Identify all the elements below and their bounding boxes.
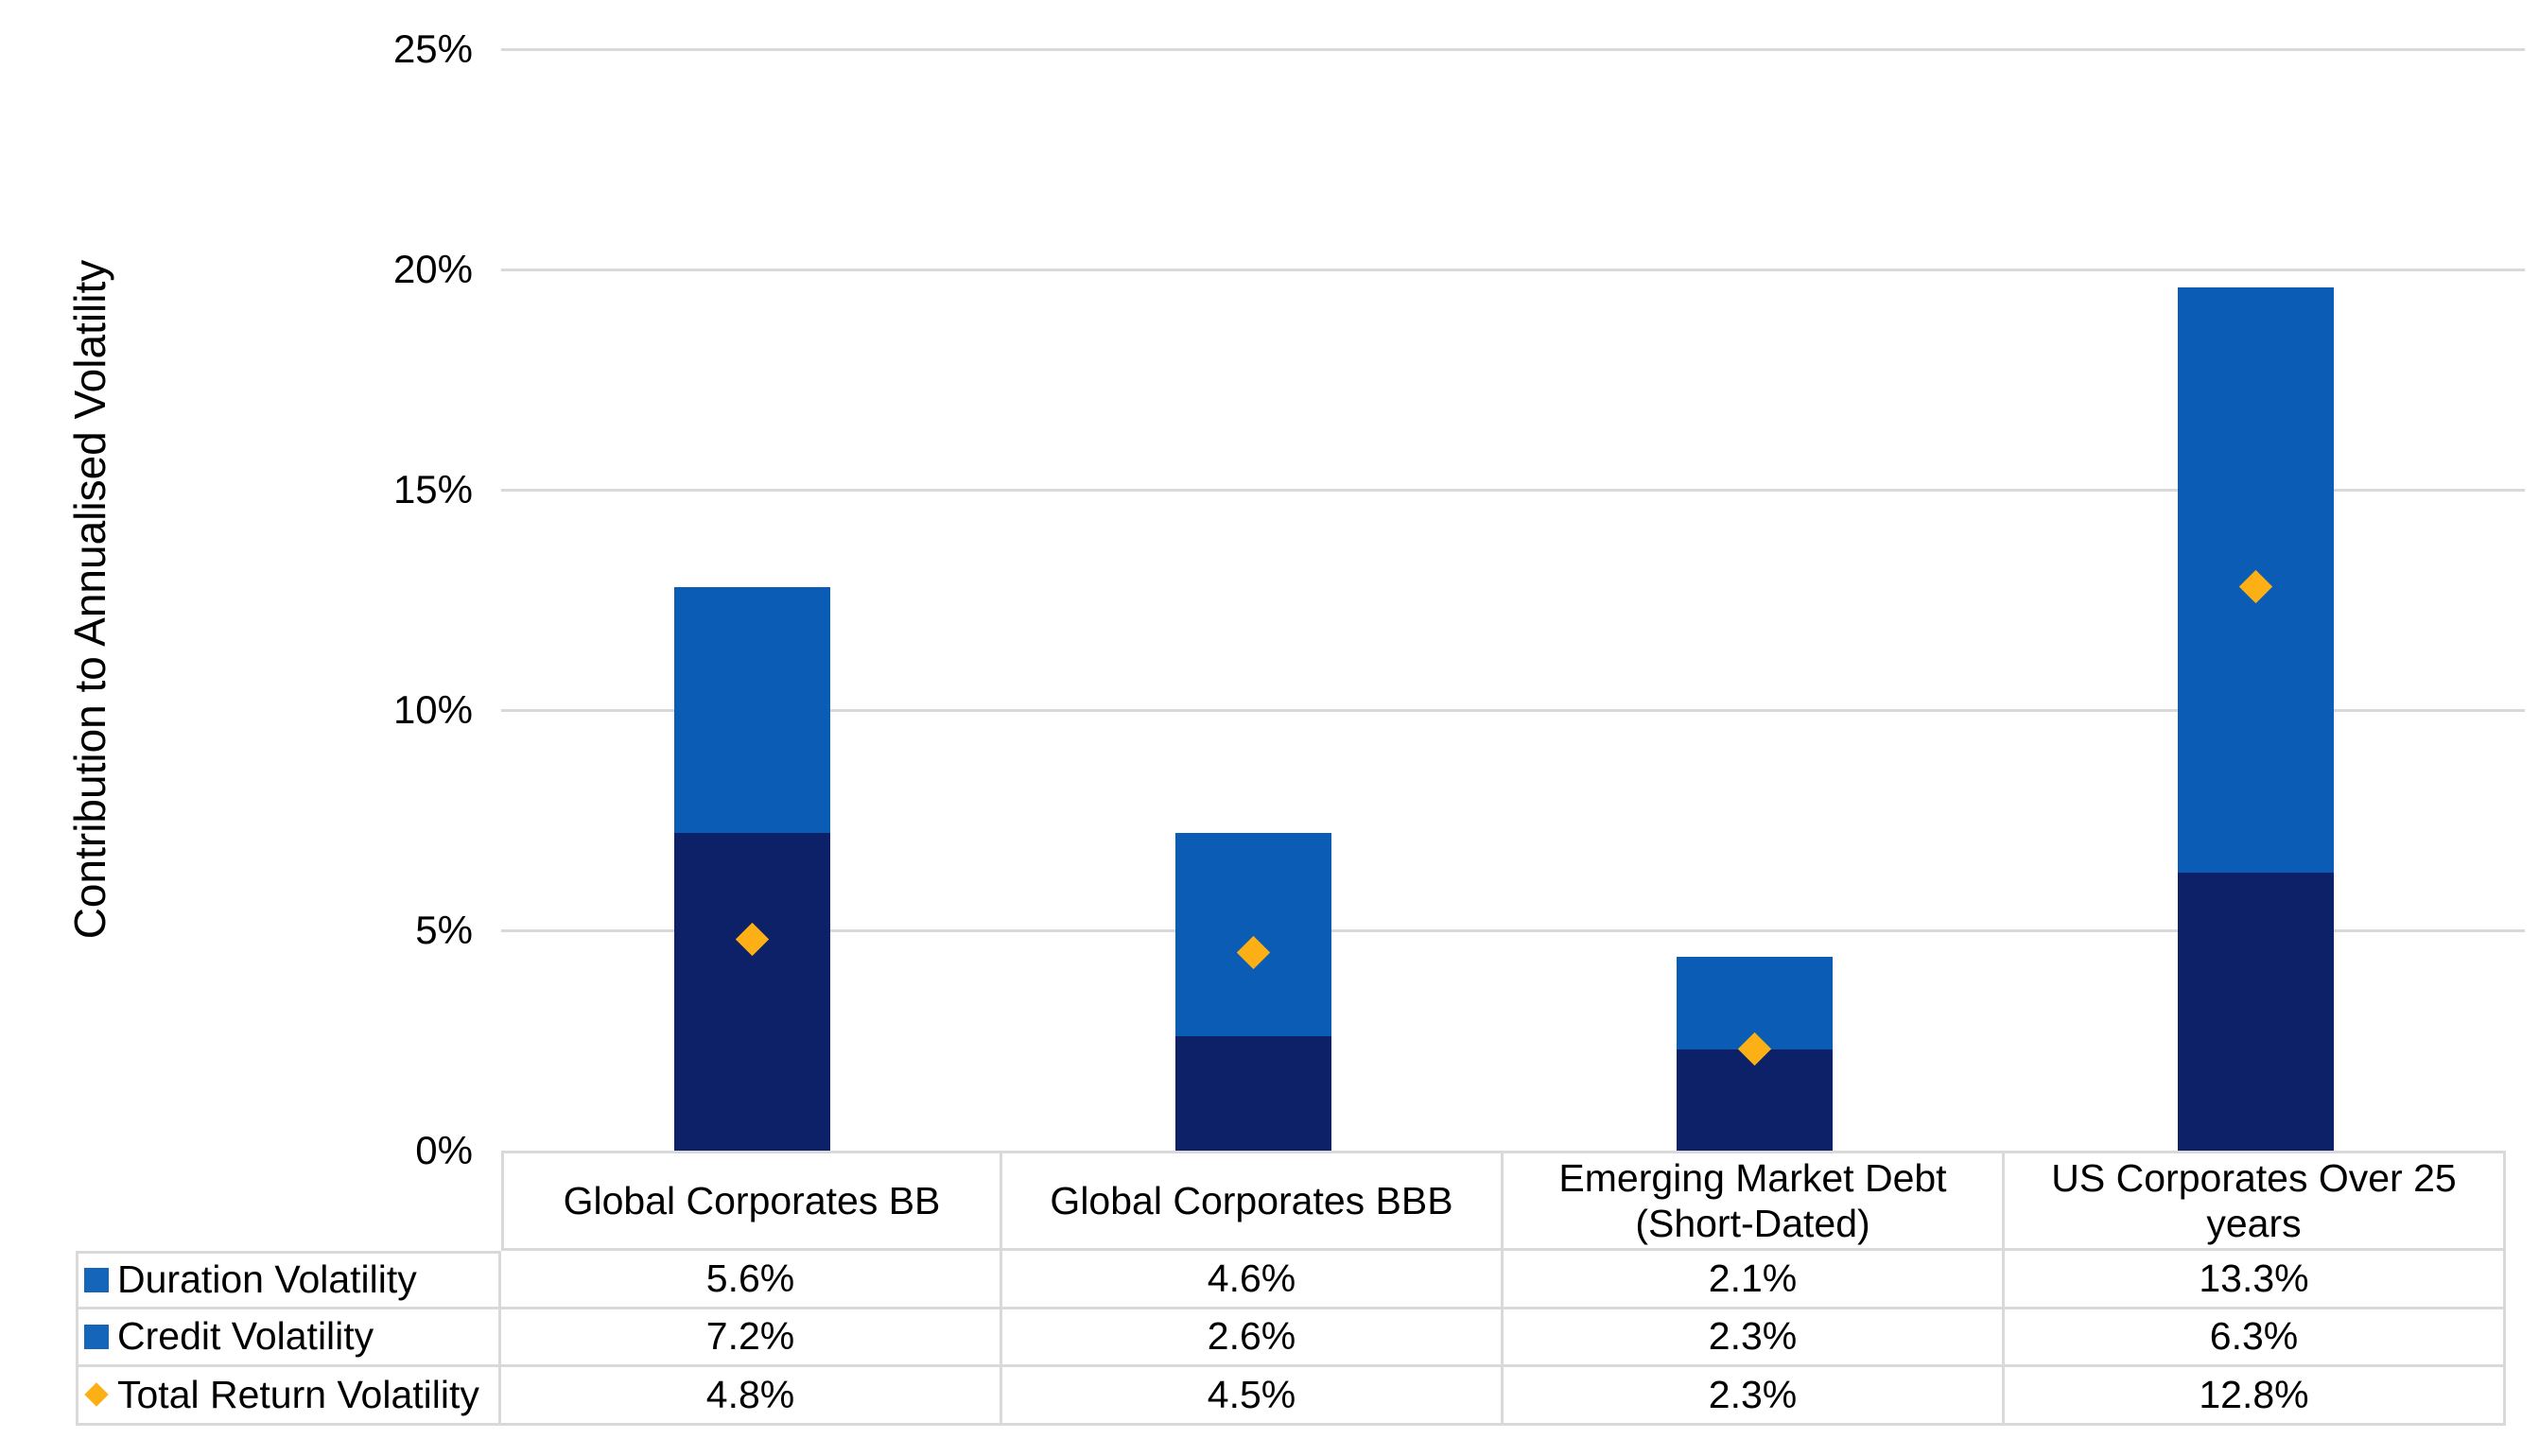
- legend-label: Duration Volatility: [117, 1257, 417, 1302]
- y-axis-title: Contribution to Annualised Volatility: [65, 259, 114, 940]
- value-cell: 2.1%: [1504, 1251, 2005, 1309]
- value-cell: 6.3%: [2005, 1309, 2506, 1367]
- y-tick-label: 10%: [392, 687, 473, 732]
- y-tick-label: 15%: [392, 467, 473, 511]
- y-gridline: [501, 488, 2525, 492]
- diamond-glyph: [84, 1382, 109, 1407]
- credit-volatility-segment: [1676, 1049, 1833, 1151]
- value-cell: 13.3%: [2005, 1251, 2506, 1309]
- duration-volatility-segment: [673, 586, 830, 834]
- value-cell: 4.5%: [1002, 1367, 1504, 1426]
- credit-volatility-segment: [1174, 1035, 1331, 1151]
- square-glyph: [84, 1324, 109, 1349]
- square-glyph: [84, 1267, 109, 1292]
- legend-label: Total Return Volatility: [117, 1372, 479, 1416]
- category-header-cell: Emerging Market Debt (Short-Dated): [1504, 1151, 2005, 1251]
- credit-volatility-segment: [673, 833, 830, 1151]
- value-cell: 12.8%: [2005, 1367, 2506, 1426]
- value-cell: 2.3%: [1504, 1367, 2005, 1426]
- category-header-cell: US Corporates Over 25 years: [2005, 1151, 2506, 1251]
- total-return-volatility-swatch-icon: [83, 1381, 110, 1408]
- legend-cell: Total Return Volatility: [76, 1367, 501, 1426]
- y-tick-label: 5%: [415, 908, 473, 952]
- credit-volatility-swatch-icon: [83, 1324, 110, 1350]
- legend-label: Credit Volatility: [117, 1314, 374, 1359]
- duration-volatility-segment: [1174, 833, 1331, 1036]
- y-tick-label: 25%: [392, 26, 473, 71]
- y-tick-label: 20%: [392, 247, 473, 291]
- value-cell: 4.6%: [1002, 1251, 1504, 1309]
- legend-cell: Duration Volatility: [76, 1251, 501, 1309]
- y-gridline: [501, 47, 2525, 51]
- y-gridline: [501, 928, 2525, 932]
- duration-volatility-swatch-icon: [83, 1267, 110, 1293]
- data-table: Global Corporates BB Global Corporates BB…: [76, 1151, 2506, 1426]
- credit-volatility-segment: [2177, 873, 2334, 1151]
- category-header-cell: Global Corporates BBB: [1002, 1151, 1504, 1251]
- legend-cell: Credit Volatility: [76, 1309, 501, 1367]
- value-cell: 2.6%: [1002, 1309, 1504, 1367]
- y-gridline: [501, 708, 2525, 712]
- y-gridline: [501, 268, 2525, 271]
- category-header-cell: Global Corporates BB: [501, 1151, 1002, 1251]
- value-cell: 7.2%: [501, 1309, 1002, 1367]
- value-cell: 4.8%: [501, 1367, 1002, 1426]
- y-tick-label: 0%: [415, 1128, 473, 1172]
- value-cell: 2.3%: [1504, 1309, 2005, 1367]
- value-cell: 5.6%: [501, 1251, 1002, 1309]
